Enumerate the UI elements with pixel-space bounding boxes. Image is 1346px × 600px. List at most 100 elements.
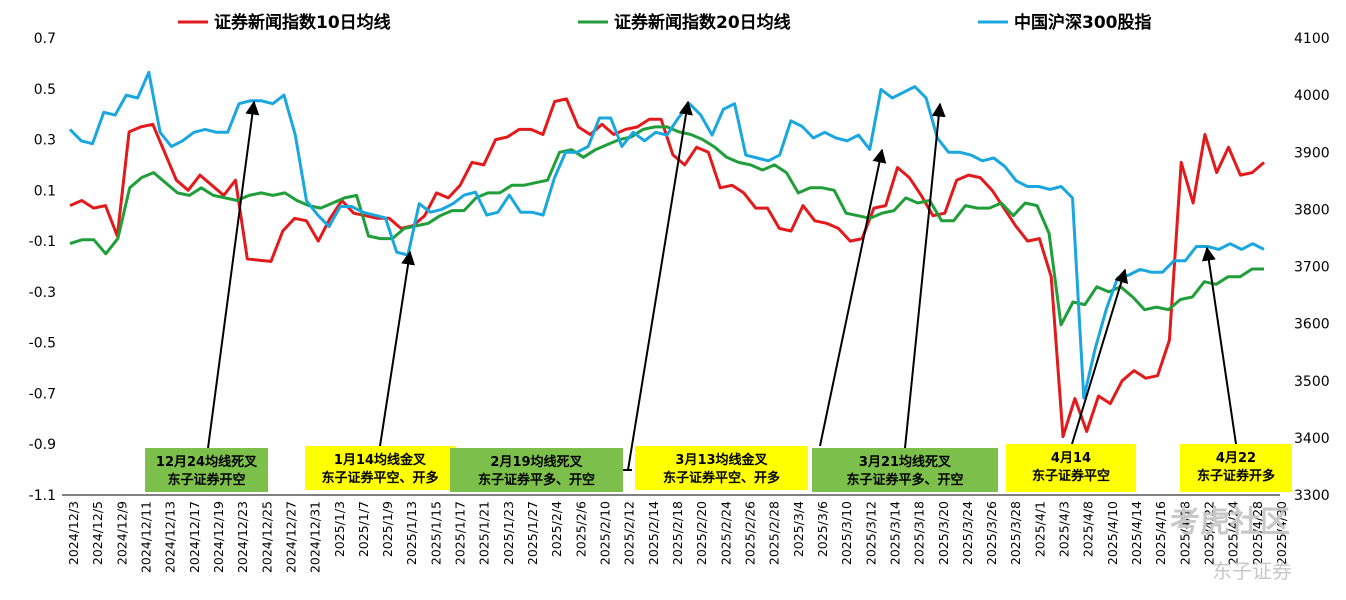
watermark-text-2: 东子证券 [1212,559,1292,583]
x-tick-label: 2024/12/27 [283,501,298,573]
x-tick-label: 2025/1/3 [332,501,347,557]
right-y-tick-label: 4000 [1294,88,1330,104]
x-tick-label: 2024/12/17 [187,501,202,573]
x-tick-label: 2025/1/7 [356,501,371,557]
series-line-1 [69,97,1265,439]
annotation-arrow-6 [1071,268,1129,445]
x-tick-label: 2025/4/24 [1226,501,1241,565]
x-tick-label: 2025/4/28 [1250,501,1265,565]
x-tick-label: 2025/3/12 [863,501,878,565]
annotation-box-5 [812,448,998,492]
annotation-line2-2: 东子证券平空、开多 [321,470,438,486]
x-tick-label: 2025/2/24 [718,501,733,565]
x-tick-label: 2025/4/14 [1129,501,1144,565]
x-tick-label: 2025/1/13 [404,501,419,565]
right-y-tick-label: 3500 [1294,374,1330,390]
x-tick-label: 2025/4/30 [1274,501,1289,565]
right-y-tick-label: 3300 [1294,488,1330,504]
x-tick-label: 2025/4/8 [1081,501,1096,557]
right-y-tick-label: 3800 [1294,202,1330,218]
x-tick-label: 2025/1/21 [477,501,492,565]
annotation-line2-5: 东子证券平多、开空 [846,472,963,488]
annotation-arrow-4 [819,148,887,447]
annotation-box-4 [635,446,808,490]
x-tick-label: 2024/12/5 [90,501,105,565]
x-tick-label: 2025/2/6 [573,501,588,557]
annotation-box-7 [1180,444,1292,492]
annotation-box-1 [145,448,268,492]
legend-label-3: 中国沪深300股指 [1014,12,1152,33]
right-y-tick-label: 3700 [1294,260,1330,276]
x-tick-label: 2025/4/16 [1153,501,1168,565]
annotation-line1-3: 2月19均线死叉 [490,454,583,470]
series-line-2 [69,125,1264,327]
x-tick-label: 2024/12/9 [114,501,129,565]
x-tick-label: 2025/3/28 [1008,501,1023,565]
right-y-tick-label: 4100 [1294,31,1330,47]
x-tick-label: 2025/1/9 [380,501,395,557]
annotation-line1-2: 1月14均线金叉 [334,452,427,468]
x-tick-label: 2025/4/3 [1057,501,1072,557]
annotation-arrow-5 [904,102,946,449]
x-tick-label: 2024/12/3 [66,501,81,565]
annotation-arrow-3 [627,100,693,471]
annotation-line1-7: 4月22 [1216,451,1256,466]
x-tick-label: 2024/12/25 [259,501,274,573]
left-y-tick-label: 0.3 [34,133,56,149]
annotation-line2-1: 东子证券开空 [167,472,245,488]
x-tick-label: 2025/3/18 [912,501,927,565]
x-tick-label: 2024/12/11 [138,501,153,573]
legend-label-2: 证券新闻指数20日均线 [614,12,791,33]
x-tick-label: 2025/4/18 [1177,501,1192,565]
x-tick-label: 2025/2/10 [598,501,613,565]
left-y-tick-label: -0.1 [29,234,56,250]
x-tick-label: 2025/3/6 [815,501,830,557]
left-y-tick-label: -0.9 [29,437,56,453]
left-y-tick-label: 0.1 [34,183,56,199]
x-tick-label: 2025/3/14 [887,501,902,565]
left-y-tick-label: -0.3 [29,285,56,301]
left-y-tick-label: -1.1 [29,488,56,504]
right-y-tick-label: 3900 [1294,145,1330,161]
watermark-text-1: 考虎社区 [1170,505,1290,540]
annotation-arrow-2 [379,250,415,447]
x-tick-label: 2024/12/13 [163,501,178,573]
annotation-line2-6: 东子证券平空 [1032,468,1110,484]
annotation-box-3 [450,448,623,492]
left-y-tick-label: 0.7 [34,31,56,47]
annotation-arrow-7 [1201,246,1237,445]
x-tick-label: 2025/3/26 [984,501,999,565]
annotation-line1-1: 12月24均线死叉 [156,454,258,470]
legend-label-1: 证券新闻指数10日均线 [214,12,391,33]
series-line-3 [68,70,1265,400]
annotation-box-6 [1006,444,1136,492]
x-tick-label: 2025/2/14 [646,501,661,565]
annotation-line2-4: 东子证券平空、开多 [663,470,780,486]
left-y-tick-label: -0.7 [29,386,56,402]
annotation-line2-3: 东子证券平多、开空 [478,472,595,488]
x-tick-label: 2025/2/26 [742,501,757,565]
left-y-tick-label: 0.5 [34,82,56,98]
annotation-line2-7: 东子证券开多 [1197,468,1275,484]
right-y-tick-label: 3400 [1294,431,1330,447]
x-tick-label: 2024/12/31 [308,501,323,573]
x-tick-label: 2025/2/28 [767,501,782,565]
x-tick-label: 2025/4/10 [1105,501,1120,565]
x-tick-label: 2025/3/10 [839,501,854,565]
right-y-tick-label: 3600 [1294,317,1330,333]
x-tick-label: 2025/2/4 [549,501,564,557]
x-tick-label: 2025/3/4 [791,501,806,557]
annotation-arrow-1 [207,100,260,449]
x-tick-label: 2024/12/19 [211,501,226,573]
x-tick-label: 2025/2/18 [670,501,685,565]
x-tick-label: 2025/1/15 [428,501,443,565]
annotation-box-2 [305,446,455,490]
x-tick-label: 2024/12/23 [235,501,250,573]
x-tick-label: 2025/3/24 [960,501,975,565]
x-tick-label: 2025/3/20 [936,501,951,565]
x-tick-label: 2025/1/27 [525,501,540,565]
x-tick-label: 2025/1/17 [453,501,468,565]
left-y-tick-label: -0.5 [29,336,56,352]
